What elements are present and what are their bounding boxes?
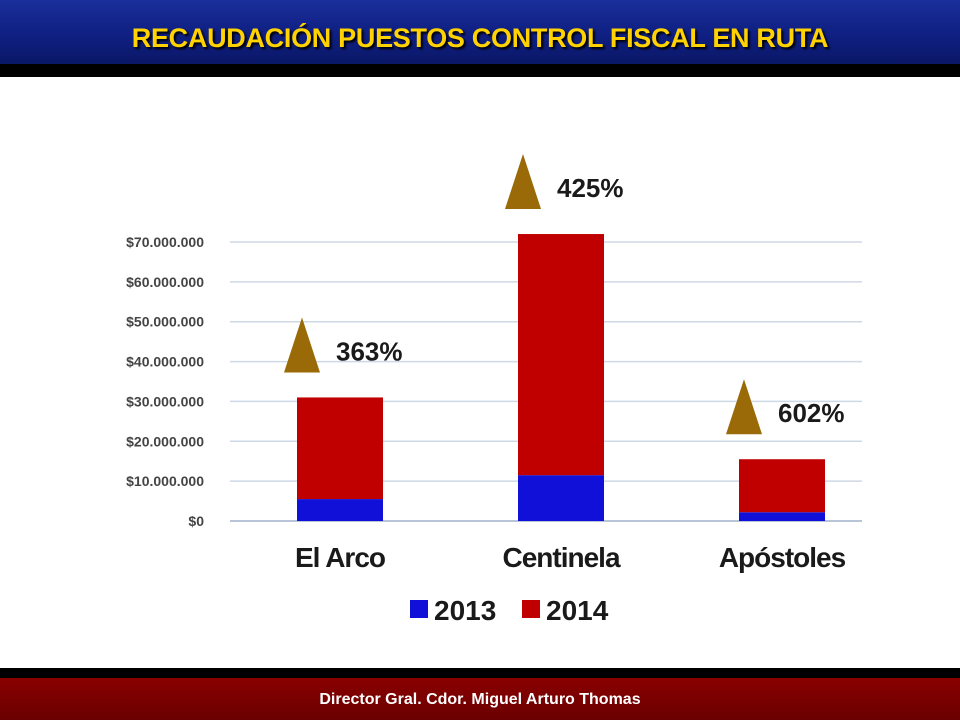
- bar-2014: [739, 459, 825, 513]
- x-category-label: Apóstoles: [719, 542, 846, 573]
- legend-swatch: [410, 600, 428, 618]
- up-triangle-icon: [284, 317, 320, 373]
- y-tick-label: $30.000.000: [126, 393, 204, 409]
- footer-banner: [0, 678, 960, 720]
- x-category-label: Centinela: [502, 542, 620, 573]
- y-tick-label: $10.000.000: [126, 473, 204, 489]
- legend-label: 2014: [546, 595, 609, 626]
- growth-percentage: 602%: [778, 398, 845, 428]
- page-title: RECAUDACIÓN PUESTOS CONTROL FISCAL EN RU…: [131, 23, 829, 53]
- y-tick-label: $70.000.000: [126, 234, 204, 250]
- bar-2013: [297, 499, 383, 521]
- bar-2013: [518, 475, 604, 521]
- y-tick-label: $40.000.000: [126, 354, 204, 370]
- bar-2014: [297, 397, 383, 500]
- legend-swatch: [522, 600, 540, 618]
- footer-credit: Director Gral. Cdor. Miguel Arturo Thoma…: [319, 691, 641, 708]
- bar-2013: [739, 512, 825, 521]
- bar-2014: [518, 234, 604, 476]
- x-category-label: El Arco: [295, 542, 386, 573]
- y-tick-label: $0: [188, 513, 204, 529]
- y-tick-label: $20.000.000: [126, 433, 204, 449]
- y-tick-label: $50.000.000: [126, 314, 204, 330]
- footer-divider: [0, 668, 960, 678]
- growth-percentage: 363%: [336, 336, 403, 366]
- y-tick-label: $60.000.000: [126, 274, 204, 290]
- legend-label: 2013: [434, 595, 496, 626]
- growth-percentage: 425%: [557, 173, 624, 203]
- up-triangle-icon: [505, 154, 541, 210]
- header-banner: [0, 0, 960, 64]
- header-divider: [0, 64, 960, 77]
- up-triangle-icon: [726, 379, 762, 435]
